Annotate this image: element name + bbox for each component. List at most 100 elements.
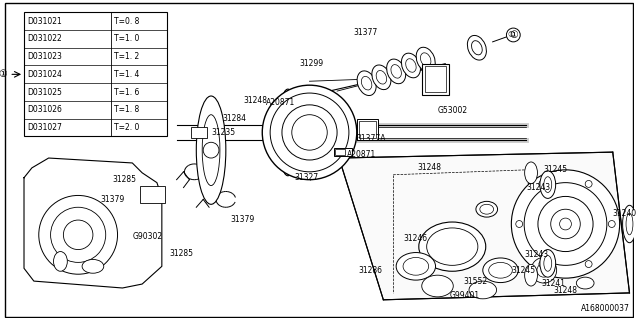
Text: 31377A: 31377A [356,134,387,143]
Text: 31243: 31243 [526,183,550,192]
Text: 31552: 31552 [463,276,487,285]
Text: 31377: 31377 [354,28,378,36]
Ellipse shape [376,70,387,84]
Ellipse shape [403,258,429,275]
Circle shape [516,220,523,228]
Ellipse shape [362,76,372,90]
Text: 31248: 31248 [554,286,578,295]
Text: T=1. 0: T=1. 0 [113,35,139,44]
Ellipse shape [82,260,104,273]
Ellipse shape [544,255,552,271]
Text: 31241: 31241 [542,279,566,288]
Ellipse shape [476,201,497,217]
Circle shape [539,260,546,268]
Circle shape [511,170,620,278]
Text: 31240: 31240 [612,209,637,218]
Ellipse shape [54,252,67,271]
Text: 31379: 31379 [231,215,255,224]
Bar [140,186,164,203]
Ellipse shape [396,252,436,280]
Ellipse shape [489,262,513,278]
Circle shape [203,142,219,158]
Ellipse shape [540,250,556,277]
Polygon shape [339,152,630,300]
Text: D031023: D031023 [27,52,62,61]
Text: D031026: D031026 [27,105,62,114]
Text: 31379: 31379 [100,195,125,204]
Polygon shape [24,158,162,288]
Text: 31243: 31243 [524,250,548,259]
Circle shape [559,218,572,230]
Ellipse shape [469,281,497,299]
Ellipse shape [422,275,453,297]
Ellipse shape [196,96,226,204]
Circle shape [506,28,520,42]
Bar [356,119,378,140]
Circle shape [270,93,349,172]
Text: 31284: 31284 [223,114,247,123]
Bar [422,63,449,95]
Ellipse shape [387,59,406,84]
Text: D031024: D031024 [27,70,62,79]
Circle shape [51,207,106,262]
Ellipse shape [623,205,636,243]
Circle shape [39,196,118,274]
Bar [335,149,345,155]
Text: 31245: 31245 [511,266,536,275]
Text: T=1. 2: T=1. 2 [113,52,139,61]
Circle shape [282,105,337,160]
Ellipse shape [525,162,538,184]
Ellipse shape [427,228,478,265]
Text: ①: ① [508,30,515,39]
Text: 31286: 31286 [359,266,383,275]
Text: 31248: 31248 [418,164,442,172]
Text: 31285: 31285 [170,249,194,258]
Ellipse shape [472,41,482,55]
Text: ①: ① [0,69,7,79]
Ellipse shape [544,177,552,193]
Circle shape [262,85,356,180]
Ellipse shape [480,204,493,214]
Ellipse shape [420,53,431,66]
Circle shape [585,180,592,188]
Text: A20871: A20871 [347,149,376,159]
Circle shape [609,220,615,228]
Text: T=1. 8: T=1. 8 [113,105,139,114]
Text: 31246: 31246 [403,234,427,243]
Ellipse shape [202,115,220,186]
Bar [359,121,376,138]
Ellipse shape [391,65,401,78]
Text: 31235: 31235 [211,128,235,137]
Ellipse shape [401,53,420,78]
Text: D031027: D031027 [27,123,62,132]
Ellipse shape [626,213,633,235]
Bar [24,12,167,136]
Text: 31285: 31285 [113,175,136,184]
Text: G53002: G53002 [438,106,468,115]
Circle shape [585,260,592,268]
Text: G90302: G90302 [132,232,163,241]
Circle shape [524,183,607,265]
Circle shape [531,258,557,283]
Ellipse shape [540,171,556,198]
Text: T=1. 4: T=1. 4 [113,70,139,79]
Circle shape [538,196,593,252]
Text: D031021: D031021 [27,17,61,26]
Text: A20871: A20871 [266,98,296,108]
Text: G99401: G99401 [449,292,479,300]
Text: T=2. 0: T=2. 0 [113,123,139,132]
Text: 31245: 31245 [544,165,568,174]
Ellipse shape [278,89,298,176]
Ellipse shape [282,103,294,162]
Ellipse shape [419,222,486,271]
Bar [334,148,352,156]
Ellipse shape [416,47,435,72]
Text: ①: ① [509,30,518,40]
Ellipse shape [406,59,416,72]
Circle shape [63,220,93,250]
Text: 31327: 31327 [295,173,319,182]
Ellipse shape [467,36,486,60]
Ellipse shape [483,258,518,283]
Bar [191,126,207,138]
Ellipse shape [577,277,594,289]
